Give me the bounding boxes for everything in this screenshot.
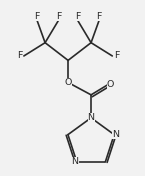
Text: F: F: [114, 51, 119, 60]
Text: O: O: [107, 80, 114, 89]
Text: N: N: [71, 157, 78, 166]
Text: F: F: [35, 12, 40, 21]
Text: F: F: [17, 51, 22, 60]
Text: F: F: [75, 12, 80, 21]
Text: N: N: [113, 130, 119, 139]
Text: F: F: [96, 12, 102, 21]
Text: O: O: [64, 78, 72, 87]
Text: F: F: [56, 12, 61, 21]
Text: N: N: [88, 113, 95, 122]
